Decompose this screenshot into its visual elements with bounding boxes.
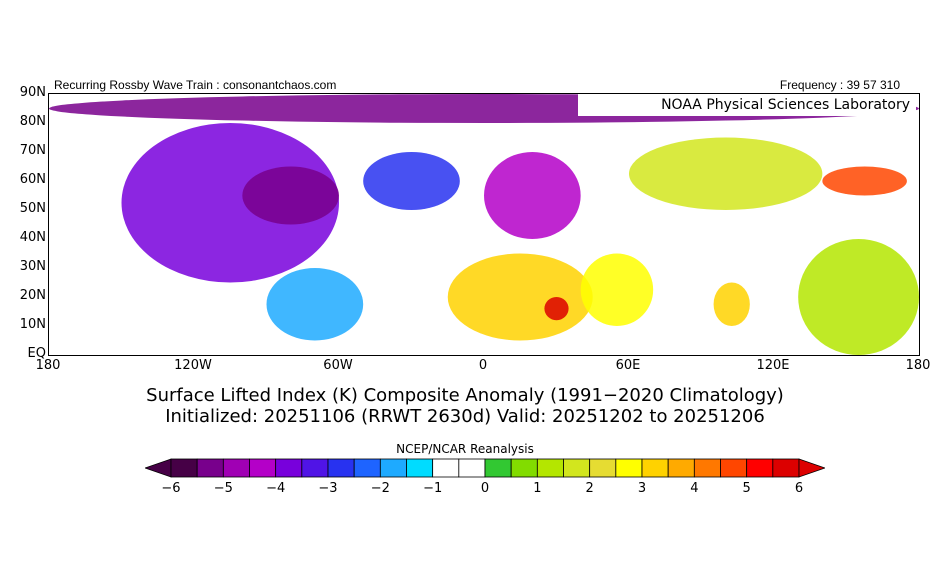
- colorbar-tick-label: −2: [370, 481, 390, 496]
- colorbar-high-arrow: [798, 458, 825, 478]
- anomaly-region-2: [242, 166, 339, 225]
- anomaly-map: [49, 94, 919, 355]
- colorbar-swatch: [589, 458, 617, 478]
- colorbar-swatch: [615, 458, 643, 478]
- y-axis-tick-label: 50N: [19, 201, 46, 216]
- colorbar-swatch: [379, 458, 407, 478]
- colorbar: [145, 458, 825, 478]
- noaa-credit-label: NOAA Physical Sciences Laboratory: [578, 94, 916, 116]
- y-axis-tick-label: 60N: [19, 172, 46, 187]
- colorbar-swatch: [301, 458, 329, 478]
- anomaly-region-3: [363, 152, 460, 210]
- colorbar-swatch: [667, 458, 695, 478]
- x-axis-tick-label: 0: [478, 358, 488, 373]
- colorbar-tick-label: 6: [794, 481, 804, 496]
- colorbar-swatch: [772, 458, 800, 478]
- y-axis-tick-label: 70N: [19, 143, 46, 158]
- colorbar-tick-label: 1: [533, 481, 542, 496]
- colorbar-swatch: [353, 458, 381, 478]
- x-axis-tick-label: 60W: [323, 358, 353, 373]
- colorbar-tick-label: −5: [213, 481, 233, 496]
- y-axis-tick-label: 80N: [19, 114, 46, 129]
- colorbar-tick-label: −1: [423, 481, 443, 496]
- colorbar-swatch: [196, 458, 224, 478]
- y-axis-tick-label: 20N: [19, 288, 46, 303]
- header-frequency-text: Frequency : 39 57 310: [779, 78, 900, 92]
- header-source-text: Recurring Rossby Wave Train : consonantc…: [54, 78, 337, 92]
- anomaly-region-1: [121, 123, 339, 283]
- colorbar-swatch: [693, 458, 721, 478]
- colorbar-source-label: NCEP/NCAR Reanalysis: [396, 442, 534, 456]
- anomaly-region-11: [822, 166, 907, 196]
- y-axis-tick-label: 40N: [19, 230, 46, 245]
- colorbar-swatch: [406, 458, 434, 478]
- colorbar-swatch: [641, 458, 669, 478]
- colorbar-swatch: [536, 458, 564, 478]
- colorbar-swatch: [484, 458, 512, 478]
- anomaly-region-4: [484, 152, 581, 239]
- colorbar-tick-label: −3: [318, 481, 338, 496]
- colorbar-swatch: [222, 458, 250, 478]
- colorbar-swatch: [720, 458, 748, 478]
- colorbar-tick-label: 4: [690, 481, 699, 496]
- y-axis-tick-label: 30N: [19, 259, 46, 274]
- anomaly-region-13: [798, 239, 919, 355]
- map-panel: [48, 93, 920, 356]
- x-axis-tick-label: 120W: [174, 358, 212, 373]
- colorbar-swatch: [249, 458, 277, 478]
- colorbar-swatch: [432, 458, 460, 478]
- colorbar-low-arrow: [145, 458, 172, 478]
- x-axis-tick-label: 180: [905, 358, 930, 373]
- colorbar-tick-label: 3: [637, 481, 647, 496]
- colorbar-tick-label: −4: [266, 481, 286, 496]
- colorbar-tick-label: 0: [480, 481, 490, 496]
- anomaly-region-10: [629, 137, 823, 210]
- colorbar-swatch: [327, 458, 355, 478]
- y-axis-tick-label: 90N: [19, 85, 46, 100]
- anomaly-region-8: [544, 297, 569, 321]
- x-axis-tick-label: 120E: [756, 358, 790, 373]
- colorbar-swatch: [170, 458, 198, 478]
- colorbar-swatch: [510, 458, 538, 478]
- x-axis-tick-label: 180: [35, 358, 61, 373]
- colorbar-tick-label: 5: [742, 481, 751, 496]
- y-axis-tick-label: EQ: [27, 346, 46, 361]
- colorbar-swatch: [563, 458, 591, 478]
- anomaly-region-7: [447, 253, 593, 341]
- colorbar-swatch: [458, 458, 486, 478]
- colorbar-swatch: [746, 458, 774, 478]
- x-axis-tick-label: 60E: [615, 358, 641, 373]
- anomaly-region-12: [713, 282, 750, 326]
- colorbar-tick-label: −6: [161, 481, 181, 496]
- anomaly-region-9: [580, 253, 654, 326]
- anomaly-region-6: [266, 268, 364, 341]
- chart-subtitle: Initialized: 20251106 (RRWT 2630d) Valid…: [165, 406, 765, 427]
- colorbar-swatch: [275, 458, 303, 478]
- chart-title: Surface Lifted Index (K) Composite Anoma…: [146, 385, 784, 406]
- y-axis-tick-label: 10N: [19, 317, 46, 332]
- colorbar-tick-label: 2: [585, 481, 594, 496]
- anomaly-region-5: [49, 268, 219, 355]
